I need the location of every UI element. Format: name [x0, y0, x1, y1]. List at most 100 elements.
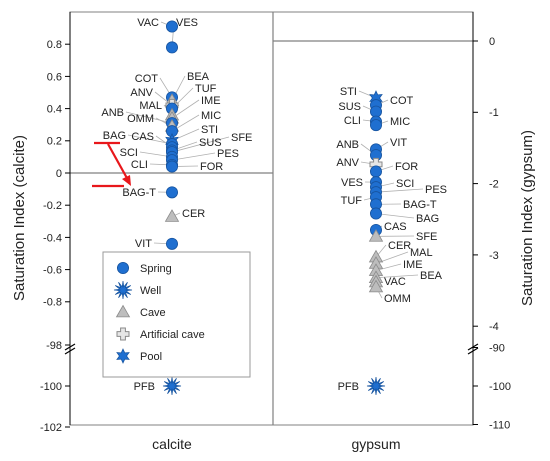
- leader-line: [171, 152, 216, 161]
- data-point-well: [162, 376, 182, 396]
- axis-break-mark: [64, 347, 76, 355]
- category-label: gypsum: [351, 436, 400, 452]
- data-point-well: [366, 376, 386, 396]
- leader-line: [125, 111, 173, 124]
- point-label: SUS: [338, 101, 361, 113]
- point-label: STI: [340, 86, 357, 98]
- legend-label: Pool: [140, 351, 162, 363]
- legend-marker: [117, 261, 130, 274]
- legend-label: Spring: [140, 263, 172, 275]
- data-point-cave: [164, 209, 180, 222]
- point-label: SFE: [231, 132, 252, 144]
- left-tick-label: -98: [46, 340, 62, 352]
- right-tick-label: -3: [489, 250, 499, 262]
- left-tick-label: -0.6: [43, 264, 62, 276]
- right-tick-label: 0: [489, 36, 495, 48]
- category-label: calcite: [152, 436, 192, 452]
- point-label: SUS: [199, 137, 222, 149]
- point-label: ANV: [336, 157, 359, 169]
- point-label: VES: [341, 177, 363, 189]
- point-label: BEA: [187, 71, 210, 83]
- point-label: VAC: [384, 276, 406, 288]
- axis-break-mark: [64, 343, 76, 351]
- data-point-spring: [369, 119, 382, 132]
- left-tick-label: -0.8: [43, 297, 62, 309]
- point-label: VAC: [137, 17, 159, 29]
- left-tick-label: 0.2: [47, 136, 62, 148]
- legend-label: Artificial cave: [140, 329, 205, 341]
- legend-label: Cave: [140, 307, 166, 319]
- red-arrow-head: [122, 175, 131, 186]
- leader-line: [171, 99, 200, 119]
- point-label: SCI: [120, 147, 138, 159]
- red-annotations: [92, 141, 131, 188]
- legend-marker: [115, 304, 131, 318]
- right-tick-label: -2: [489, 178, 499, 190]
- point-label: PES: [217, 148, 239, 160]
- right-tick-label: -90: [489, 342, 505, 354]
- right-axis-title: Saturation Index (gypsum): [519, 130, 536, 306]
- point-label: OMM: [384, 293, 411, 305]
- reference-lines: [70, 40, 473, 174]
- axes: 0.8 0.6 0.4 0.2 0 -0.2 -0.4 -0.6 -0.8 -98 -100 -102…: [11, 12, 536, 452]
- point-label: CER: [388, 240, 411, 252]
- data-point-spring: [165, 160, 178, 173]
- right-tick-label: -1: [489, 107, 499, 119]
- data-point-spring: [369, 105, 382, 118]
- point-label: BAG: [103, 130, 126, 142]
- point-label: MAL: [139, 100, 162, 112]
- left-tick-label: 0.6: [47, 71, 62, 83]
- right-tick-label: -100: [489, 381, 511, 393]
- point-label: MIC: [390, 116, 410, 128]
- data-point-cave: [368, 279, 384, 293]
- data-point-cave: [368, 229, 384, 242]
- leader-line: [375, 274, 419, 279]
- point-label: SFE: [416, 231, 437, 243]
- point-label: MAL: [410, 247, 433, 259]
- legend: Spring Well Cave Artificial cave Pool: [102, 251, 251, 378]
- point-label: OMM: [127, 113, 154, 125]
- data-point-spring: [165, 186, 178, 199]
- point-label: CLI: [131, 159, 148, 171]
- leader-line: [375, 188, 424, 193]
- point-label: FOR: [200, 161, 223, 173]
- point-label: SCI: [396, 178, 414, 190]
- point-label: PFB: [134, 381, 155, 393]
- leader-line: [171, 136, 230, 153]
- point-label: COT: [390, 95, 414, 107]
- point-label: IME: [201, 95, 221, 107]
- point-label: ANV: [130, 87, 153, 99]
- point-label: BAG-T: [122, 187, 156, 199]
- leader-line: [375, 263, 402, 271]
- left-tick-label: 0.8: [47, 39, 62, 51]
- point-label: COT: [135, 73, 159, 85]
- point-label: CLI: [344, 115, 361, 127]
- data-point-spring: [369, 165, 382, 178]
- data-point-spring: [165, 41, 178, 54]
- label-leader-lines: [125, 21, 424, 299]
- point-label: CER: [182, 208, 205, 220]
- point-label: VES: [176, 17, 198, 29]
- left-tick-label: 0: [56, 168, 62, 180]
- axis-break-mark: [467, 343, 479, 351]
- point-label: TUF: [195, 83, 217, 95]
- point-label: BAG: [416, 213, 439, 225]
- axis-break-mark: [467, 347, 479, 355]
- point-label: ANB: [101, 107, 124, 119]
- right-tick-label: -4: [489, 321, 499, 333]
- left-tick-label: -102: [40, 422, 62, 434]
- point-label: BEA: [420, 270, 443, 282]
- point-label: IME: [403, 259, 423, 271]
- point-label: PFB: [338, 381, 359, 393]
- leader-line: [375, 213, 415, 219]
- left-tick-label: -0.4: [43, 232, 62, 244]
- left-tick-label: 0.4: [47, 103, 62, 115]
- data-point-spring: [369, 207, 382, 220]
- point-label: VIT: [135, 238, 152, 250]
- point-label: CAS: [131, 131, 154, 143]
- data-point-spring: [165, 20, 178, 33]
- point-label: MIC: [201, 110, 221, 122]
- point-label: STI: [201, 124, 218, 136]
